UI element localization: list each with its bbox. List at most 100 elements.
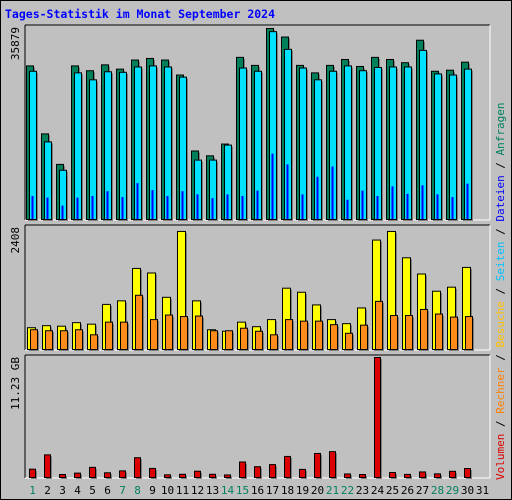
bar-seiten-day-25 bbox=[389, 66, 397, 221]
legend-item-rechner: Rechner bbox=[494, 367, 507, 414]
bar-rechner-day-4 bbox=[75, 329, 83, 351]
bar-volumen-day-13 bbox=[209, 473, 216, 479]
bar-dateien-day-17 bbox=[271, 153, 274, 219]
bar-rechner-day-18 bbox=[285, 319, 293, 350]
bar-dateien-day-6 bbox=[106, 191, 109, 219]
chart-title: Tages-Statistik im Monat September 2024 bbox=[5, 7, 275, 21]
bar-dateien-day-23 bbox=[361, 190, 364, 219]
x-tick-label-day-5: 5 bbox=[89, 484, 96, 497]
bar-dateien-day-27 bbox=[421, 185, 424, 219]
bar-seiten-day-8 bbox=[134, 66, 142, 221]
bar-rechner-day-26 bbox=[405, 315, 413, 350]
bar-volumen-day-14 bbox=[224, 474, 231, 479]
x-tick-label-day-23: 23 bbox=[356, 484, 369, 497]
bar-volumen-day-19 bbox=[299, 468, 306, 479]
bar-dateien-day-30 bbox=[466, 183, 469, 219]
bar-seiten-day-19 bbox=[299, 67, 307, 221]
bar-seiten-day-3 bbox=[59, 169, 67, 220]
bar-volumen-day-23 bbox=[359, 474, 366, 479]
bar-dateien-day-2 bbox=[46, 197, 49, 219]
bar-dateien-day-4 bbox=[76, 197, 79, 219]
panel-2-ymax-label: 11.23 GB bbox=[9, 357, 22, 410]
panel-2-background bbox=[25, 355, 490, 478]
bar-seiten-day-16 bbox=[254, 70, 262, 220]
x-tick-label-day-27: 27 bbox=[416, 484, 429, 497]
bar-rechner-day-30 bbox=[465, 316, 473, 351]
legend-separator: / bbox=[494, 348, 507, 368]
bar-rechner-day-10 bbox=[165, 314, 173, 351]
bar-seiten-day-14 bbox=[224, 144, 232, 220]
x-tick-label-day-1: 1 bbox=[29, 484, 36, 497]
legend-item-besuche: Besuche bbox=[494, 301, 507, 347]
bar-rechner-day-16 bbox=[255, 330, 263, 351]
x-tick-label-day-7: 7 bbox=[119, 484, 126, 497]
bar-rechner-day-28 bbox=[435, 313, 443, 350]
bar-seiten-day-23 bbox=[359, 70, 367, 221]
bar-rechner-day-11 bbox=[180, 316, 188, 351]
bar-volumen-day-27 bbox=[419, 471, 426, 478]
bar-volumen-day-24 bbox=[374, 357, 381, 478]
legend-separator: / bbox=[494, 414, 507, 434]
bar-volumen-day-15 bbox=[239, 461, 246, 479]
bar-volumen-day-6 bbox=[104, 472, 111, 479]
bar-dateien-day-15 bbox=[241, 195, 244, 219]
legend-item-seiten: Seiten bbox=[494, 242, 507, 282]
x-tick-label-day-10: 10 bbox=[161, 484, 174, 497]
bar-dateien-day-14 bbox=[226, 194, 229, 219]
bar-volumen-day-12 bbox=[194, 470, 201, 479]
bar-dateien-day-10 bbox=[166, 195, 169, 219]
bar-dateien-day-3 bbox=[61, 205, 64, 219]
x-tick-label-day-9: 9 bbox=[149, 484, 156, 497]
bar-rechner-day-23 bbox=[360, 324, 368, 350]
bar-volumen-day-2 bbox=[44, 454, 51, 479]
bar-seiten-day-7 bbox=[119, 71, 127, 220]
bar-seiten-day-15 bbox=[239, 67, 247, 221]
bar-dateien-day-20 bbox=[316, 176, 319, 219]
x-tick-label-day-14: 14 bbox=[221, 484, 235, 497]
bar-volumen-day-28 bbox=[434, 473, 441, 479]
x-tick-label-day-19: 19 bbox=[296, 484, 309, 497]
bar-seiten-day-28 bbox=[434, 73, 442, 220]
bar-rechner-day-14 bbox=[225, 330, 233, 350]
x-tick-label-day-22: 22 bbox=[341, 484, 354, 497]
bar-rechner-day-29 bbox=[450, 316, 458, 350]
bar-seiten-day-2 bbox=[44, 141, 52, 221]
bar-dateien-day-12 bbox=[196, 194, 199, 219]
bar-seiten-day-20 bbox=[314, 79, 322, 221]
bar-dateien-day-26 bbox=[406, 193, 409, 219]
x-tick-label-day-25: 25 bbox=[386, 484, 399, 497]
bar-volumen-day-29 bbox=[449, 470, 456, 478]
bar-dateien-day-9 bbox=[151, 190, 154, 219]
legend-separator: / bbox=[494, 155, 507, 175]
bar-rechner-day-5 bbox=[90, 334, 98, 351]
bar-seiten-day-26 bbox=[404, 66, 412, 221]
panel-1-ymax-label: 2408 bbox=[9, 227, 22, 254]
bar-seiten-day-24 bbox=[374, 67, 382, 220]
bar-seiten-day-22 bbox=[344, 65, 352, 220]
bar-rechner-day-1 bbox=[30, 329, 38, 351]
bar-volumen-day-4 bbox=[74, 472, 81, 478]
x-tick-label-day-31: 31 bbox=[476, 484, 489, 497]
bar-seiten-day-27 bbox=[419, 49, 427, 220]
bar-volumen-day-7 bbox=[119, 470, 126, 478]
bar-volumen-day-25 bbox=[389, 471, 396, 479]
bar-rechner-day-9 bbox=[150, 319, 158, 350]
legend-item-volumen: Volumen bbox=[494, 434, 507, 480]
bar-volumen-day-3 bbox=[59, 474, 66, 479]
bar-seiten-day-30 bbox=[464, 68, 472, 220]
bar-rechner-day-3 bbox=[60, 330, 68, 350]
bar-volumen-day-10 bbox=[164, 474, 171, 478]
x-tick-label-day-3: 3 bbox=[59, 484, 66, 497]
x-tick-label-day-15: 15 bbox=[236, 484, 249, 497]
bar-dateien-day-1 bbox=[31, 195, 34, 219]
bar-rechner-day-8 bbox=[135, 294, 143, 350]
bar-seiten-day-21 bbox=[329, 70, 337, 220]
bar-rechner-day-2 bbox=[45, 330, 53, 350]
legend-item-dateien: Dateien bbox=[494, 175, 507, 221]
bar-volumen-day-18 bbox=[284, 455, 291, 479]
bar-rechner-day-13 bbox=[210, 330, 218, 350]
bar-rechner-day-20 bbox=[315, 320, 323, 350]
bar-dateien-day-18 bbox=[286, 164, 289, 219]
bar-dateien-day-29 bbox=[451, 197, 454, 219]
